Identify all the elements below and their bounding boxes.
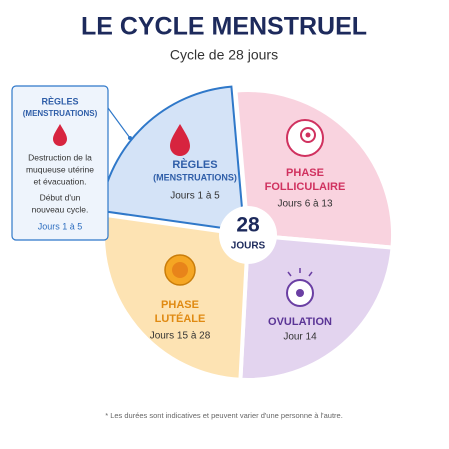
center-number: 28	[236, 214, 260, 237]
ovum-icon	[296, 289, 304, 297]
segment-ovulation	[238, 232, 395, 382]
segment-title: (MENSTRUATIONS)	[153, 172, 237, 182]
callout-connector	[107, 107, 131, 139]
callout-box	[11, 85, 109, 241]
callout-text: Début d'un	[40, 192, 81, 202]
subtitle: Cycle de 28 jours	[170, 47, 278, 63]
segment-days: Jours 15 à 28	[150, 331, 211, 342]
callout-connector	[128, 136, 132, 140]
callout-text: muqueuse utérine	[26, 164, 94, 174]
segment-days: Jours 6 à 13	[277, 199, 332, 210]
drop-icon	[170, 124, 190, 156]
segment-luteal	[100, 212, 251, 382]
segment-title: LUTÉALE	[155, 312, 206, 325]
segment-title: RÈGLES	[172, 158, 217, 171]
segment-title: OVULATION	[268, 316, 332, 328]
callout-text: Destruction de la	[28, 152, 92, 162]
callout-days: Jours 1 à 5	[38, 221, 83, 231]
center-circle	[219, 206, 277, 264]
center-label: JOURS	[231, 241, 266, 252]
drop-icon	[53, 124, 67, 146]
follicle-icon	[300, 127, 316, 143]
segment-follicular	[233, 88, 396, 250]
callout-title: (MENSTRUATIONS)	[23, 109, 98, 118]
follicle-icon	[305, 132, 311, 138]
callout-text: nouveau cycle.	[32, 204, 89, 214]
segment-title: PHASE	[161, 299, 199, 311]
callout-text: et évacuation.	[34, 176, 87, 186]
callout-title: RÈGLES	[41, 96, 78, 106]
flower-icon	[164, 254, 196, 286]
footnote: * Les durées sont indicatives et peuvent…	[105, 411, 343, 420]
segment-title: FOLLICULAIRE	[265, 181, 346, 193]
segment-days: Jours 1 à 5	[170, 191, 220, 202]
title: LE CYCLE MENSTRUEL	[81, 13, 367, 41]
segment-title: PHASE	[286, 167, 324, 179]
follicle-icon	[286, 119, 324, 157]
ovulation-rays	[287, 268, 313, 277]
segment-days: Jour 14	[283, 332, 317, 343]
